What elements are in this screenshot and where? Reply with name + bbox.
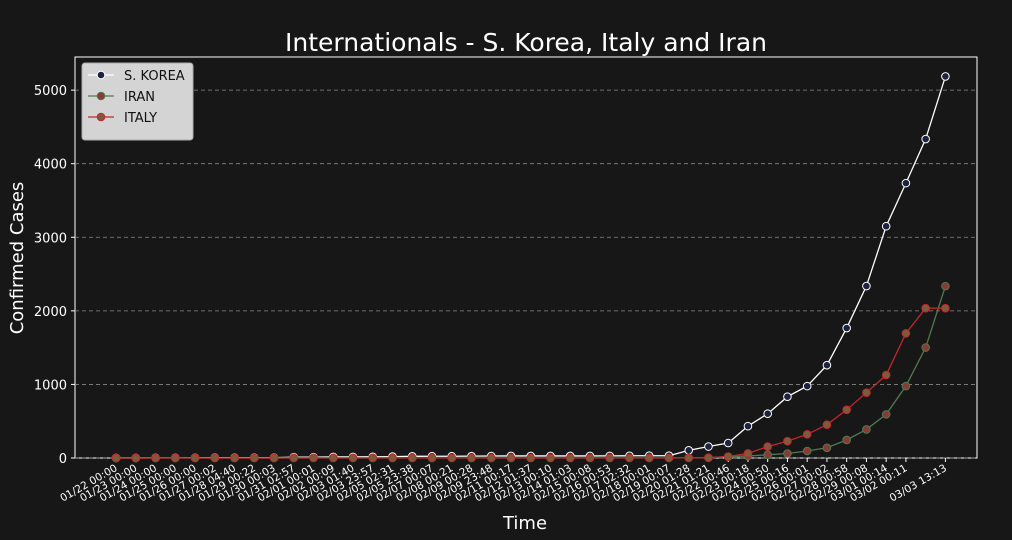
data-point	[486, 453, 496, 463]
data-point	[585, 453, 595, 463]
data-point	[842, 435, 851, 445]
legend-marker	[96, 112, 106, 122]
data-point	[625, 453, 634, 463]
data-point	[210, 453, 220, 463]
data-point	[546, 453, 555, 463]
data-point	[881, 410, 891, 419]
data-point	[230, 453, 239, 463]
data-point	[881, 370, 891, 380]
data-point	[802, 430, 812, 439]
data-point	[921, 303, 930, 313]
legend-box	[81, 62, 194, 141]
data-point	[763, 442, 772, 451]
data-point	[151, 453, 160, 463]
x-axis-label: Time	[502, 513, 547, 534]
data-point	[388, 453, 397, 463]
chart-title: Internationals - S. Korea, Italy and Ira…	[285, 28, 767, 57]
data-point	[822, 443, 832, 453]
legend-label: IRAN	[124, 90, 155, 105]
data-point	[901, 329, 911, 338]
data-point	[171, 453, 180, 463]
data-point	[704, 453, 713, 463]
data-point	[467, 453, 476, 463]
y-tick-label: 2000	[34, 305, 67, 320]
legend-label: S. KOREA	[124, 69, 185, 84]
y-tick-label: 4000	[34, 158, 67, 173]
data-point	[723, 452, 733, 461]
data-point	[743, 449, 753, 458]
data-point	[407, 453, 417, 463]
data-point	[309, 453, 318, 463]
data-point	[328, 453, 338, 463]
data-point	[921, 134, 930, 144]
data-point	[783, 392, 792, 402]
y-tick-label: 1000	[34, 378, 67, 393]
data-point	[249, 453, 259, 463]
data-point	[723, 438, 733, 448]
data-point	[190, 453, 200, 463]
data-point	[565, 453, 575, 463]
data-point	[664, 453, 674, 463]
y-tick-label: 5000	[34, 84, 67, 99]
data-point	[822, 360, 832, 370]
data-point	[822, 420, 832, 429]
y-tick-label: 3000	[34, 231, 67, 246]
data-point	[941, 72, 950, 81]
data-point	[684, 453, 694, 463]
data-point	[783, 436, 792, 446]
data-point	[348, 453, 358, 463]
data-point	[763, 409, 772, 419]
data-point	[862, 425, 871, 434]
data-point	[901, 178, 911, 188]
data-point	[447, 453, 457, 463]
data-point	[941, 281, 950, 291]
y-tick-label: 0	[59, 452, 67, 467]
data-point	[506, 453, 516, 463]
data-point	[644, 453, 654, 463]
data-point	[783, 449, 792, 458]
data-point	[881, 221, 891, 231]
data-point	[605, 453, 615, 463]
data-point	[269, 453, 279, 463]
data-point	[921, 343, 930, 352]
data-point	[131, 453, 141, 463]
data-point	[289, 453, 299, 463]
data-point	[842, 323, 851, 333]
data-point	[862, 388, 871, 397]
data-point	[802, 446, 812, 456]
y-axis-label: Confirmed Cases	[7, 182, 28, 335]
legend-marker	[96, 91, 106, 101]
data-point	[704, 442, 713, 451]
data-point	[802, 381, 812, 391]
legend-label: ITALY	[124, 111, 157, 126]
data-point	[842, 405, 851, 415]
data-point	[526, 453, 536, 463]
data-point	[111, 453, 121, 463]
data-point	[941, 303, 950, 313]
data-point	[427, 453, 437, 463]
data-point	[684, 446, 694, 455]
data-point	[368, 453, 378, 463]
data-point	[743, 421, 753, 431]
legend-marker	[96, 70, 106, 80]
data-point	[901, 381, 911, 391]
data-point	[862, 281, 871, 291]
plot-area	[74, 56, 978, 459]
legend: S. KOREA IRAN ITALY	[81, 62, 194, 141]
data-point	[763, 450, 772, 460]
